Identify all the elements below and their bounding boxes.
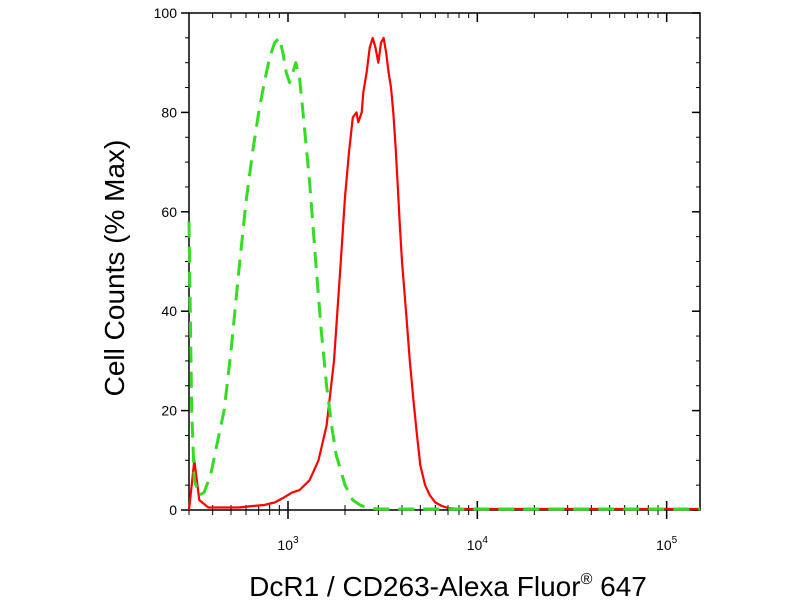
y-axis-ticks: 0 20 40 60 80 100 <box>154 5 700 518</box>
histogram-line-dashed <box>187 36 700 511</box>
y-axis-title: Cell Counts (% Max) <box>99 140 130 397</box>
y-tick-label: 0 <box>169 502 177 518</box>
y-tick-label: 100 <box>154 5 178 21</box>
series-layer <box>187 36 700 511</box>
y-tick-label: 60 <box>161 204 177 220</box>
x-axis-title: DcR1 / CD263-Alexa Fluor® 647 <box>249 571 647 600</box>
y-tick-label: 20 <box>161 403 177 419</box>
y-tick-label: 80 <box>161 104 177 120</box>
plot-frame <box>188 12 701 511</box>
x-axis-title-suffix: 647 <box>592 571 647 600</box>
x-axis-title-superscript: ® <box>581 571 593 588</box>
histogram-line-solid <box>187 36 700 511</box>
x-tick-label: 103 <box>277 535 299 553</box>
y-tick-label: 40 <box>161 303 177 319</box>
x-tick-label: 104 <box>467 535 489 553</box>
x-tick-label: 105 <box>656 535 678 553</box>
